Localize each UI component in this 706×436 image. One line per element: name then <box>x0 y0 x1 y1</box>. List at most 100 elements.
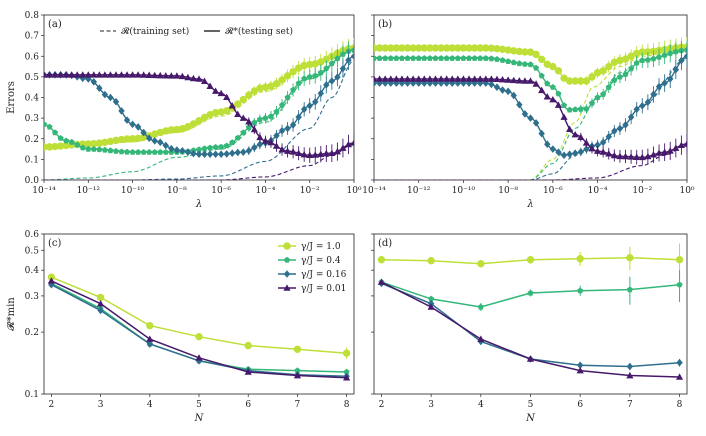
data-point <box>593 147 602 154</box>
data-point <box>129 120 136 129</box>
x-tick-label: 10⁻¹⁰ <box>121 186 145 196</box>
data-point <box>256 116 263 122</box>
data-point <box>207 144 214 151</box>
data-point <box>251 143 258 152</box>
data-point <box>644 152 652 160</box>
data-point <box>293 345 302 353</box>
data-point <box>538 72 545 79</box>
data-point <box>572 149 579 157</box>
data-point <box>300 151 308 158</box>
data-point <box>342 349 351 357</box>
data-point <box>611 76 618 83</box>
data-point <box>201 145 208 152</box>
data-point <box>627 153 635 160</box>
data-point <box>350 139 354 146</box>
train-line <box>374 47 687 180</box>
data-point <box>626 254 634 262</box>
data-point <box>107 93 114 102</box>
data-point <box>533 64 540 71</box>
data-point <box>295 113 302 121</box>
y-axis-label: 𝓡*min <box>5 297 17 331</box>
data-point <box>334 55 341 62</box>
data-point <box>124 148 131 155</box>
data-point <box>431 75 440 82</box>
data-point <box>151 149 158 155</box>
data-point <box>46 123 53 130</box>
data-point <box>382 55 389 61</box>
data-point <box>244 341 252 350</box>
x-tick-label: 8 <box>344 400 350 410</box>
legend-label: γ/J = 0.16 <box>301 270 347 280</box>
data-point <box>616 73 623 80</box>
data-point <box>599 148 607 155</box>
data-point <box>661 148 669 155</box>
data-point <box>627 52 635 60</box>
data-point <box>101 146 108 153</box>
x-tick-label: 3 <box>428 400 434 410</box>
data-point <box>420 75 428 82</box>
data-point <box>554 101 563 108</box>
data-point <box>521 77 529 84</box>
legend-marker <box>283 270 291 278</box>
data-point <box>212 144 219 150</box>
data-point <box>381 75 389 82</box>
x-tick-label: 10⁻² <box>300 186 320 196</box>
data-point <box>273 108 280 115</box>
data-point <box>611 127 618 135</box>
data-point <box>499 57 506 63</box>
data-point <box>250 125 258 133</box>
data-point <box>667 75 674 83</box>
data-point <box>532 80 540 87</box>
data-point <box>561 102 568 108</box>
data-point <box>200 77 209 84</box>
data-point <box>62 71 70 78</box>
data-point <box>189 74 198 82</box>
data-point <box>661 52 668 58</box>
panel-label: (b) <box>378 19 392 30</box>
data-point <box>577 148 585 156</box>
data-point <box>134 123 142 131</box>
data-point <box>515 77 523 84</box>
data-point <box>594 94 601 101</box>
data-point <box>443 75 451 82</box>
y-tick-label: 0.6 <box>25 230 40 240</box>
data-point <box>350 52 354 61</box>
data-point <box>345 56 352 64</box>
axes-frame <box>373 14 688 181</box>
data-point <box>410 55 417 61</box>
data-point <box>156 71 164 79</box>
data-point <box>555 148 562 156</box>
x-tick-label: 10⁰ <box>346 186 361 196</box>
data-point <box>234 134 241 141</box>
data-point <box>543 93 551 100</box>
y-tick-label: 0.3 <box>25 292 40 302</box>
data-point <box>644 98 652 107</box>
x-tick-label: 2 <box>379 400 385 410</box>
data-point <box>443 55 450 61</box>
data-point <box>666 147 674 154</box>
series--j-0-01 <box>377 278 684 380</box>
data-point <box>256 133 264 141</box>
data-point <box>68 138 75 145</box>
data-point <box>583 105 590 112</box>
x-tick-label: 10⁻⁶ <box>543 186 563 196</box>
data-point <box>106 71 115 78</box>
data-point <box>212 87 220 94</box>
y-tick-label: 0.7 <box>25 32 40 42</box>
x-tick-label: 10⁻² <box>632 186 652 196</box>
data-point <box>633 153 641 160</box>
data-point <box>428 295 435 302</box>
y-tick-label: 0.5 <box>25 246 40 256</box>
data-point <box>638 153 646 161</box>
data-point <box>605 150 613 157</box>
train-line <box>44 59 354 180</box>
data-point <box>577 133 585 141</box>
data-point <box>228 102 236 109</box>
data-point <box>306 101 313 110</box>
data-point <box>616 124 624 133</box>
data-point <box>676 281 683 288</box>
data-point <box>63 137 70 144</box>
data-point <box>488 55 495 62</box>
data-point <box>234 148 241 157</box>
data-point <box>328 60 335 67</box>
